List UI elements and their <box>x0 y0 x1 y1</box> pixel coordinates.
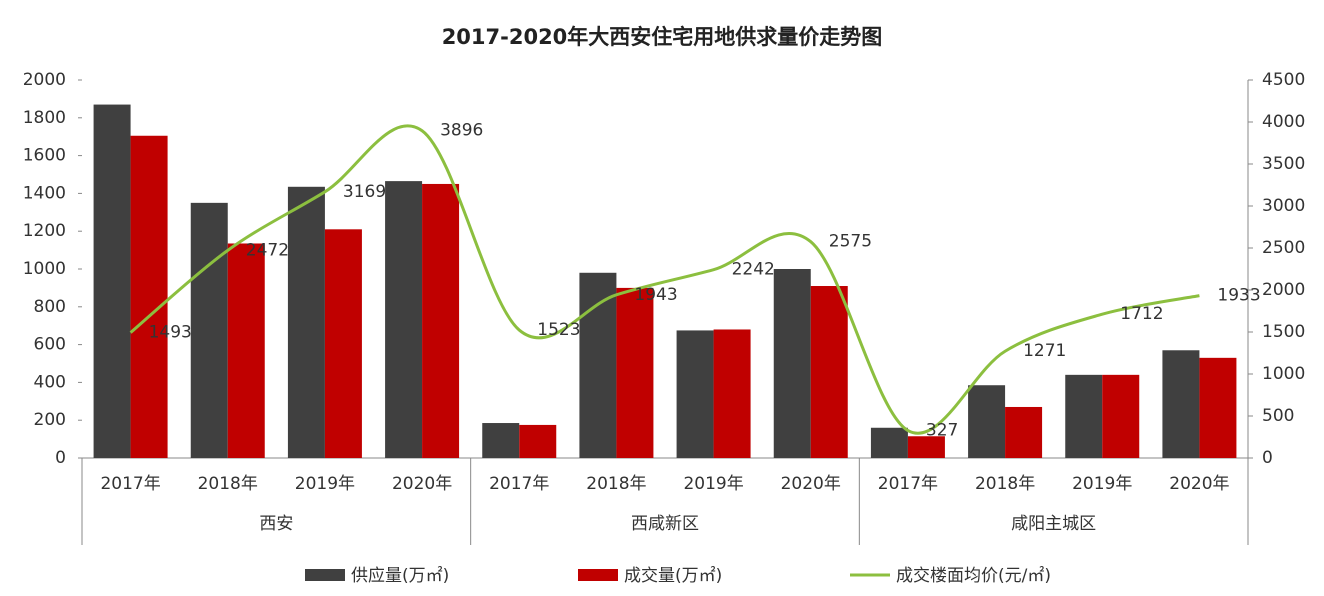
y2-tick-label: 1500 <box>1262 322 1305 342</box>
bar <box>773 269 811 458</box>
group-label: 西安 <box>259 514 293 534</box>
bar <box>130 135 168 458</box>
y2-tick-label: 3500 <box>1262 154 1305 174</box>
data-label: 1943 <box>634 285 677 305</box>
x-tick-label: 2020年 <box>781 474 841 494</box>
y-tick-label: 1800 <box>23 108 66 128</box>
x-tick-label: 2018年 <box>975 474 1035 494</box>
x-tick-label: 2020年 <box>392 474 452 494</box>
y2-tick-label: 2000 <box>1262 280 1305 300</box>
y-tick-label: 200 <box>34 410 66 430</box>
bar <box>482 423 520 458</box>
legend-swatch <box>305 569 345 581</box>
line <box>129 124 1200 435</box>
y-tick-label: 600 <box>34 335 66 355</box>
group-label: 西咸新区 <box>631 514 699 534</box>
data-label: 2242 <box>732 260 775 280</box>
bar <box>870 427 908 458</box>
y2-tick-label: 4500 <box>1262 70 1305 90</box>
bar <box>422 183 460 458</box>
y-tick-label: 2000 <box>23 70 66 90</box>
data-label: 1271 <box>1023 341 1066 361</box>
data-label: 3169 <box>343 182 386 202</box>
y2-tick-label: 2500 <box>1262 238 1305 258</box>
x-tick-label: 2019年 <box>1072 474 1132 494</box>
bar <box>385 181 423 459</box>
legend-label: 成交量(万㎡) <box>624 566 722 586</box>
bar <box>810 286 848 458</box>
y-tick-label: 0 <box>55 448 66 468</box>
bar <box>713 329 751 458</box>
chart-title: 2017-2020年大西安住宅用地供求量价走势图 <box>442 25 883 49</box>
bar <box>519 424 557 458</box>
data-label: 327 <box>926 421 958 441</box>
bar <box>616 287 654 458</box>
y-tick-label: 1600 <box>23 146 66 166</box>
x-tick-label: 2017年 <box>878 474 938 494</box>
bar <box>93 104 131 458</box>
bar <box>968 385 1006 458</box>
x-tick-label: 2017年 <box>489 474 549 494</box>
bar <box>1005 406 1043 458</box>
data-label: 2472 <box>246 240 289 260</box>
data-label: 1493 <box>149 323 192 343</box>
group-label: 咸阳主城区 <box>1011 514 1096 534</box>
x-tick-label: 2019年 <box>295 474 355 494</box>
y-tick-label: 400 <box>34 372 66 392</box>
y2-tick-label: 1000 <box>1262 364 1305 384</box>
x-tick-label: 2017年 <box>100 474 160 494</box>
bar <box>676 330 714 458</box>
y-tick-label: 800 <box>34 297 66 317</box>
bar <box>579 272 617 458</box>
bar <box>1199 357 1237 458</box>
bar <box>287 186 325 458</box>
legend-label: 供应量(万㎡) <box>351 566 449 586</box>
bar <box>227 243 265 458</box>
x-tick-label: 2018年 <box>198 474 258 494</box>
legend-label: 成交楼面均价(元/㎡) <box>896 566 1051 586</box>
bar <box>907 436 945 458</box>
y-tick-label: 1400 <box>23 183 66 203</box>
data-label: 2575 <box>829 232 872 252</box>
data-label: 1712 <box>1120 304 1163 324</box>
y2-tick-label: 500 <box>1262 406 1294 426</box>
bar <box>1065 374 1103 458</box>
y2-tick-label: 4000 <box>1262 112 1305 132</box>
x-tick-label: 2020年 <box>1169 474 1229 494</box>
bar <box>1102 374 1140 458</box>
data-label: 1933 <box>1217 286 1260 306</box>
y-tick-label: 1200 <box>23 221 66 241</box>
legend-swatch <box>578 569 618 581</box>
data-label: 3896 <box>440 121 483 141</box>
y-tick-label: 1000 <box>23 259 66 279</box>
bar <box>190 202 228 458</box>
data-label: 1523 <box>537 320 580 340</box>
bar <box>1162 350 1200 458</box>
x-tick-label: 2018年 <box>586 474 646 494</box>
y2-tick-label: 0 <box>1262 448 1273 468</box>
x-tick-label: 2019年 <box>683 474 743 494</box>
bar <box>324 229 362 458</box>
y2-tick-label: 3000 <box>1262 196 1305 216</box>
